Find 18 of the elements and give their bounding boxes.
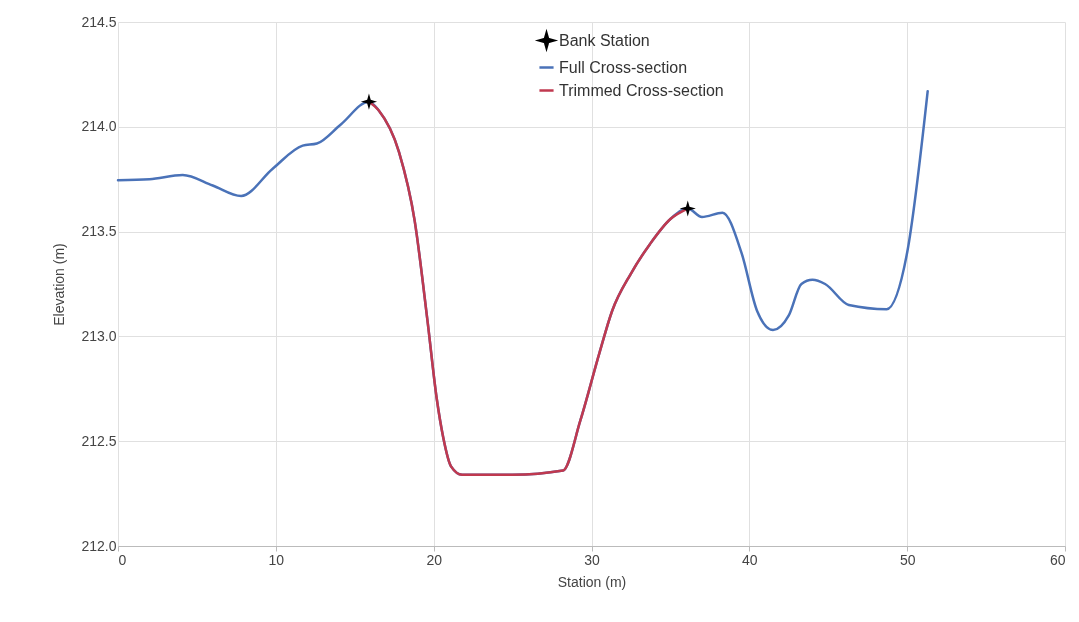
- y-axis-title: Elevation (m): [51, 243, 68, 326]
- x-tick-label: 60: [1049, 551, 1066, 568]
- y-tick-label: 213.5: [81, 223, 117, 240]
- x-tick-label: 0: [118, 551, 127, 568]
- x-tick-label: 30: [584, 551, 600, 568]
- x-tick-label: 50: [899, 551, 916, 568]
- x-tick-label: 20: [426, 551, 443, 568]
- x-axis-title: Station (m): [557, 573, 627, 590]
- y-tick-label: 214.0: [81, 118, 117, 135]
- legend-label: Full Cross-section: [559, 58, 688, 76]
- x-tick-label: 10: [268, 551, 285, 568]
- legend-label: Trimmed Cross-section: [559, 81, 724, 99]
- y-tick-label: 213.0: [81, 327, 117, 344]
- x-tick-label: 40: [742, 551, 758, 568]
- y-tick-label: 214.5: [81, 13, 117, 30]
- legend-label: Bank Station: [559, 31, 650, 49]
- y-tick-label: 212.5: [81, 432, 117, 449]
- y-tick-label: 212.0: [81, 537, 117, 554]
